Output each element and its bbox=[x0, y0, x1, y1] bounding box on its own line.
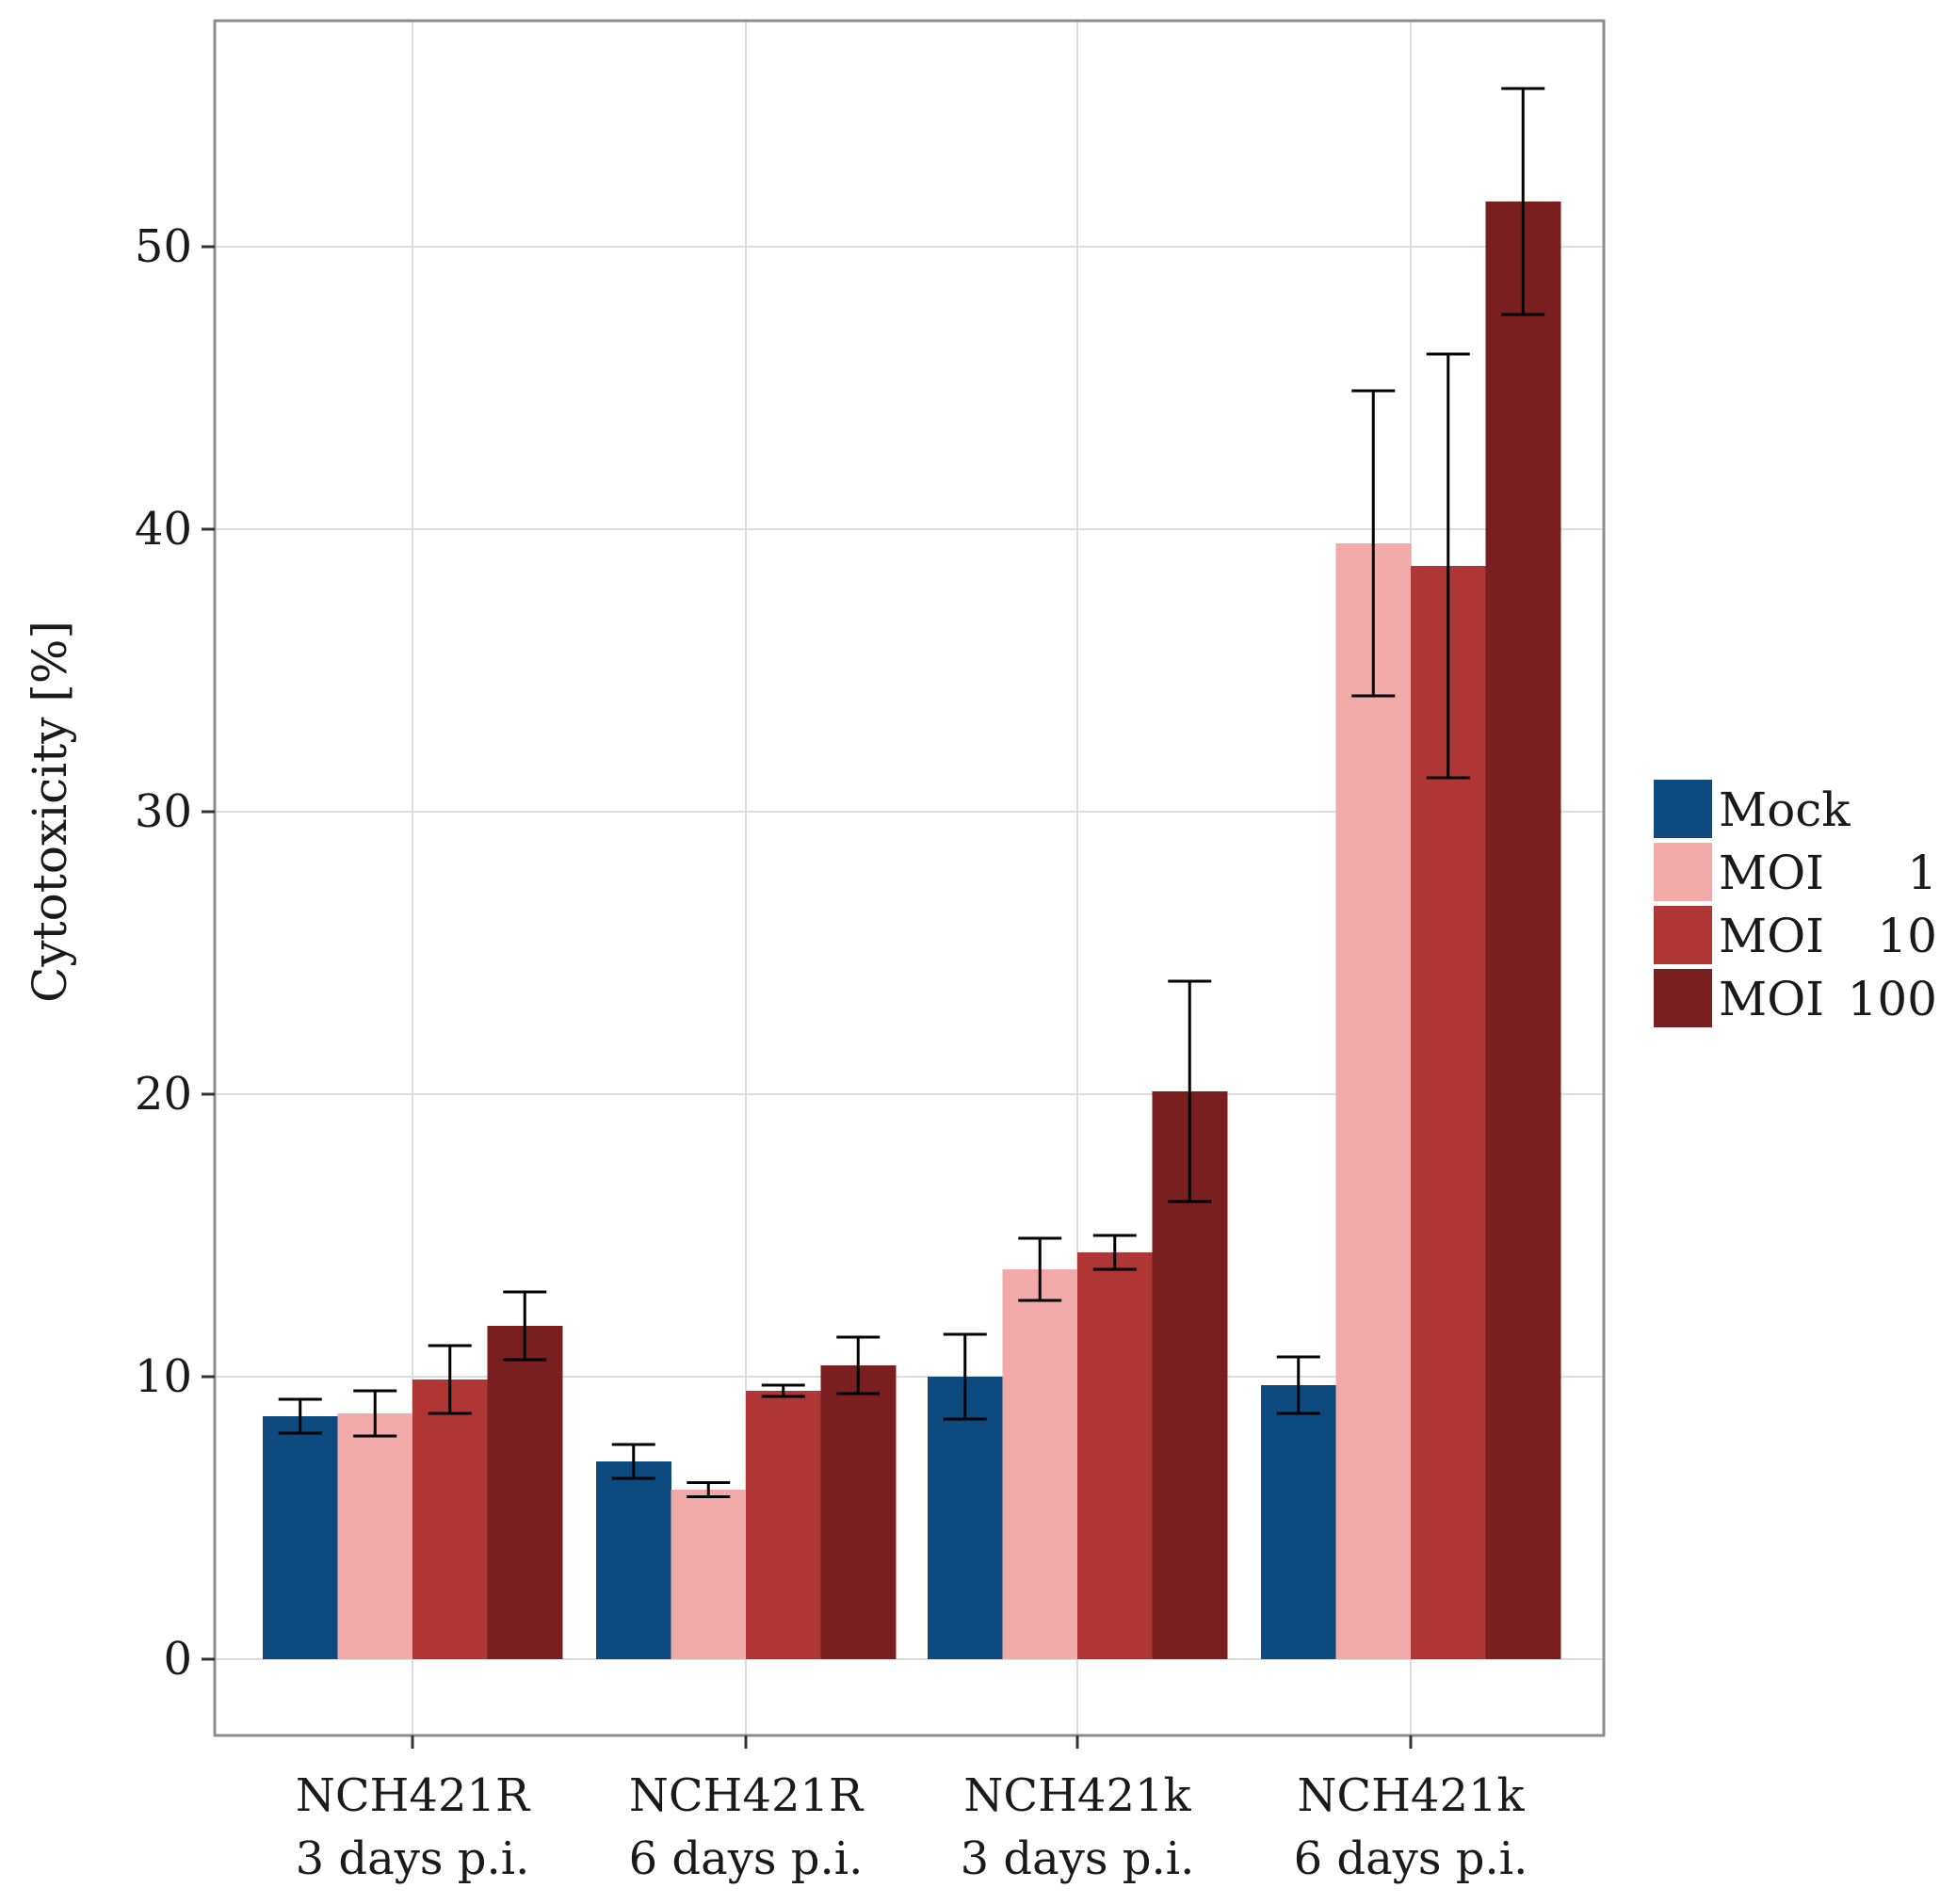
legend-swatch-moi-10 bbox=[1652, 904, 1714, 966]
bar-moi-1-cat-1 bbox=[337, 1413, 413, 1659]
errorbar-moi-1-cat-3 bbox=[1018, 1236, 1062, 1302]
errorbar-mock-cat-4 bbox=[1276, 1355, 1320, 1415]
bar-moi-100-cat-1 bbox=[487, 1326, 563, 1659]
bar-mock-cat-3 bbox=[928, 1377, 1003, 1659]
errorbar-moi-1-cat-1 bbox=[353, 1389, 397, 1438]
x-tick-label-line1-3: NCH421k bbox=[963, 1769, 1191, 1822]
x-tick-label-line2-2: 6 days p.i. bbox=[629, 1832, 864, 1885]
legend-swatch-mock bbox=[1652, 778, 1714, 840]
errorbar-moi-1-cat-2 bbox=[687, 1481, 731, 1498]
panel-frame bbox=[213, 19, 1606, 1737]
errorbar-moi-100-cat-4 bbox=[1501, 87, 1545, 316]
errorbar-moi-1-cat-4 bbox=[1351, 389, 1396, 698]
bar-moi-1-cat-4 bbox=[1335, 543, 1412, 1659]
errorbar-moi-10-cat-4 bbox=[1426, 352, 1470, 780]
errorbar-moi-100-cat-3 bbox=[1168, 979, 1212, 1203]
errorbar-moi-10-cat-1 bbox=[428, 1344, 472, 1415]
x-tick-label-line2-4: 6 days p.i. bbox=[1294, 1832, 1528, 1885]
errorbar-moi-100-cat-2 bbox=[836, 1335, 881, 1396]
errorbar-moi-100-cat-1 bbox=[503, 1290, 547, 1362]
legend-value-moi-1: 1 bbox=[1907, 846, 1937, 900]
legend-label-moi-1: MOI bbox=[1719, 846, 1824, 900]
legend-item-moi-1: MOI 1 bbox=[1652, 841, 1937, 903]
y-axis-label: Cytotoxicity [%] bbox=[23, 621, 77, 1003]
y-tick-label-20: 20 bbox=[135, 1068, 192, 1121]
errorbar-mock-cat-3 bbox=[943, 1332, 987, 1421]
axes: 0 10 20 30 40 50 NCH421R 3 days p.i. NCH421R 6 da… bbox=[135, 220, 1528, 1885]
bar-moi-1-cat-2 bbox=[671, 1490, 747, 1659]
legend-item-moi-10: MOI 10 bbox=[1652, 904, 1937, 966]
legend-label-moi-100: MOI bbox=[1719, 972, 1824, 1026]
x-tick-label-line2-3: 3 days p.i. bbox=[961, 1832, 1195, 1885]
panel-border bbox=[213, 19, 1606, 1737]
bar-mock-cat-4 bbox=[1261, 1385, 1336, 1659]
bar-mock-cat-1 bbox=[263, 1416, 338, 1659]
errorbar-moi-10-cat-3 bbox=[1092, 1234, 1137, 1271]
legend-swatch-moi-1 bbox=[1652, 841, 1714, 903]
legend-item-moi-100: MOI 100 bbox=[1652, 967, 1937, 1029]
y-tick-label-30: 30 bbox=[135, 785, 192, 838]
bar-moi-10-cat-3 bbox=[1077, 1252, 1153, 1659]
x-tick-label-line1-2: NCH421R bbox=[629, 1769, 865, 1822]
y-tick-label-10: 10 bbox=[135, 1350, 192, 1403]
bar-moi-10-cat-2 bbox=[746, 1391, 821, 1659]
bar-moi-1-cat-3 bbox=[1002, 1269, 1078, 1659]
legend-item-mock: Mock bbox=[1652, 778, 1851, 840]
bars bbox=[263, 202, 1561, 1659]
legend: Mock MOI 1 MOI 10 MOI 100 bbox=[1652, 778, 1937, 1029]
legend-value-moi-100: 100 bbox=[1848, 972, 1937, 1026]
bar-moi-10-cat-1 bbox=[412, 1380, 488, 1659]
legend-label-moi-10: MOI bbox=[1719, 909, 1824, 963]
errorbar-mock-cat-2 bbox=[611, 1443, 655, 1480]
bar-moi-100-cat-2 bbox=[820, 1365, 897, 1659]
bar-moi-100-cat-4 bbox=[1485, 202, 1561, 1659]
y-tick-label-50: 50 bbox=[135, 220, 192, 273]
errorbar-moi-10-cat-2 bbox=[761, 1383, 805, 1398]
x-tick-label-line2-1: 3 days p.i. bbox=[296, 1832, 530, 1885]
legend-value-moi-10: 10 bbox=[1877, 909, 1937, 963]
x-tick-label-line1-4: NCH421k bbox=[1297, 1769, 1525, 1822]
errorbar-mock-cat-1 bbox=[278, 1397, 322, 1435]
x-tick-label-line1-1: NCH421R bbox=[296, 1769, 531, 1822]
legend-swatch-moi-100 bbox=[1652, 967, 1714, 1029]
y-tick-label-0: 0 bbox=[163, 1633, 192, 1686]
error-bars bbox=[278, 87, 1545, 1498]
bar-mock-cat-2 bbox=[596, 1461, 671, 1659]
legend-label-mock: Mock bbox=[1719, 783, 1851, 837]
y-tick-label-40: 40 bbox=[135, 503, 192, 556]
